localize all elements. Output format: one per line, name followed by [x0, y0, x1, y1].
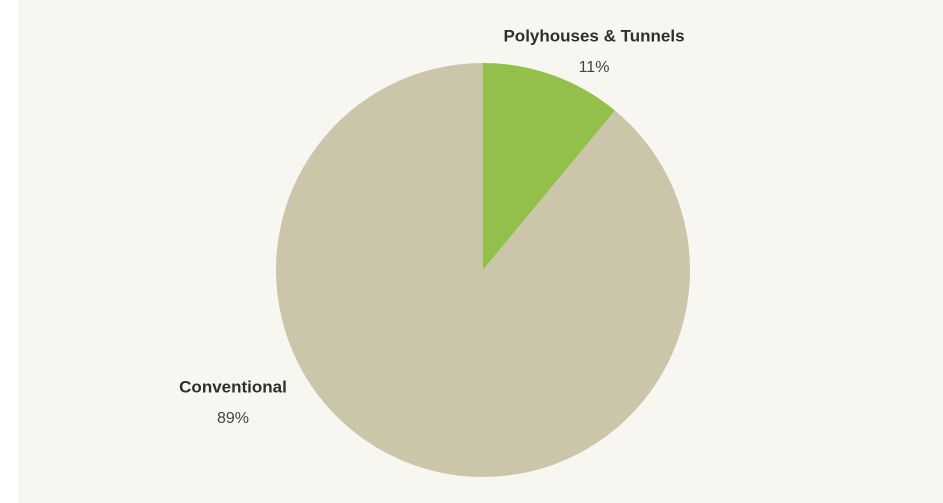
pie-slice: [483, 63, 615, 270]
slice-value-label: 89%: [217, 410, 249, 427]
slice-label: Polyhouses & Tunnels: [503, 26, 684, 45]
slice-label: Conventional: [179, 377, 287, 396]
pie-slice: [275, 63, 690, 477]
slice-value-label: 11%: [579, 59, 610, 76]
